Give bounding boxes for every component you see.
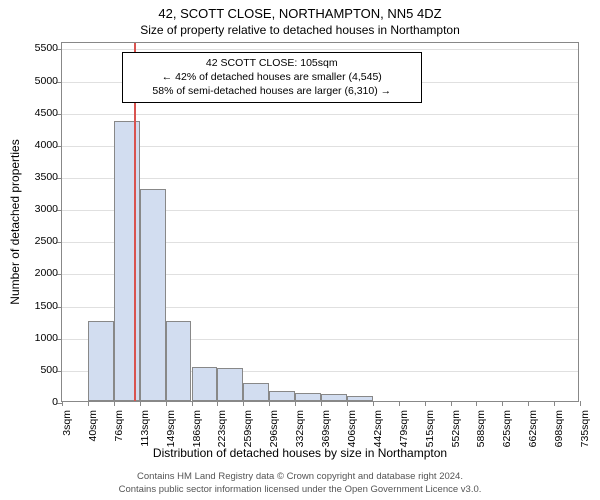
y-tick-label: 2000 xyxy=(35,267,58,279)
histogram-bar xyxy=(269,391,295,401)
y-tick-label: 5000 xyxy=(35,75,58,87)
histogram-bar xyxy=(243,383,269,401)
y-tick-label: 3500 xyxy=(35,171,58,183)
x-tick xyxy=(217,401,218,406)
y-tick-label: 2500 xyxy=(35,235,58,247)
x-tick-label: 588sqm xyxy=(475,410,487,460)
chart-title: 42, SCOTT CLOSE, NORTHAMPTON, NN5 4DZ xyxy=(0,6,600,21)
y-tick-label: 1000 xyxy=(35,332,58,344)
x-tick xyxy=(166,401,167,406)
x-tick xyxy=(243,401,244,406)
annotation-line: ← 42% of detached houses are smaller (4,… xyxy=(131,70,413,84)
y-tick-label: 4500 xyxy=(35,107,58,119)
histogram-bar xyxy=(321,394,347,401)
x-tick-label: 186sqm xyxy=(191,410,203,460)
x-tick xyxy=(528,401,529,406)
x-tick xyxy=(192,401,193,406)
y-tick-label: 0 xyxy=(52,396,58,408)
x-tick xyxy=(88,401,89,406)
chart-subtitle: Size of property relative to detached ho… xyxy=(0,23,600,37)
histogram-bar xyxy=(295,393,321,401)
x-tick-label: 296sqm xyxy=(268,410,280,460)
x-tick xyxy=(425,401,426,406)
plot-area: 42 SCOTT CLOSE: 105sqm← 42% of detached … xyxy=(61,42,579,402)
x-tick xyxy=(502,401,503,406)
histogram-bar xyxy=(166,321,192,401)
x-tick-label: 515sqm xyxy=(424,410,436,460)
x-tick-label: 369sqm xyxy=(320,410,332,460)
y-axis-label: Number of detached properties xyxy=(8,139,22,304)
x-tick-label: 698sqm xyxy=(553,410,565,460)
x-tick xyxy=(114,401,115,406)
x-tick xyxy=(580,401,581,406)
y-tick-label: 5500 xyxy=(35,42,58,54)
x-tick-label: 76sqm xyxy=(113,410,125,460)
x-tick-label: 40sqm xyxy=(87,410,99,460)
x-tick xyxy=(140,401,141,406)
x-tick-label: 552sqm xyxy=(450,410,462,460)
x-tick-label: 479sqm xyxy=(398,410,410,460)
x-tick-label: 3sqm xyxy=(61,410,73,460)
x-tick xyxy=(399,401,400,406)
gridline xyxy=(62,49,578,50)
x-tick-label: 113sqm xyxy=(139,410,151,460)
x-tick xyxy=(269,401,270,406)
x-tick xyxy=(321,401,322,406)
x-tick xyxy=(476,401,477,406)
histogram-bar xyxy=(114,121,140,401)
x-tick-label: 332sqm xyxy=(294,410,306,460)
annotation-line: 42 SCOTT CLOSE: 105sqm xyxy=(131,56,413,70)
histogram-bar xyxy=(347,396,373,401)
x-tick-label: 662sqm xyxy=(527,410,539,460)
x-tick xyxy=(347,401,348,406)
x-tick xyxy=(62,401,63,406)
histogram-bar xyxy=(217,368,243,401)
y-tick-label: 1500 xyxy=(35,300,58,312)
footer-line-1: Contains HM Land Registry data © Crown c… xyxy=(0,471,600,483)
x-tick-label: 259sqm xyxy=(242,410,254,460)
histogram-bar xyxy=(192,367,218,401)
gridline xyxy=(62,114,578,115)
x-tick-label: 735sqm xyxy=(579,410,591,460)
footer-line-2: Contains public sector information licen… xyxy=(0,484,600,496)
y-tick-label: 3000 xyxy=(35,203,58,215)
x-tick-label: 625sqm xyxy=(501,410,513,460)
histogram-bar xyxy=(140,189,166,401)
y-tick-label: 500 xyxy=(40,364,58,376)
x-tick-label: 223sqm xyxy=(216,410,228,460)
x-tick xyxy=(554,401,555,406)
x-tick xyxy=(295,401,296,406)
x-tick xyxy=(373,401,374,406)
x-tick-label: 149sqm xyxy=(165,410,177,460)
x-tick-label: 442sqm xyxy=(372,410,384,460)
x-tick xyxy=(451,401,452,406)
annotation-box: 42 SCOTT CLOSE: 105sqm← 42% of detached … xyxy=(122,52,422,103)
x-tick-label: 406sqm xyxy=(346,410,358,460)
annotation-line: 58% of semi-detached houses are larger (… xyxy=(131,84,413,98)
footer-text: Contains HM Land Registry data © Crown c… xyxy=(0,471,600,496)
histogram-bar xyxy=(88,321,114,401)
y-tick-label: 4000 xyxy=(35,139,58,151)
